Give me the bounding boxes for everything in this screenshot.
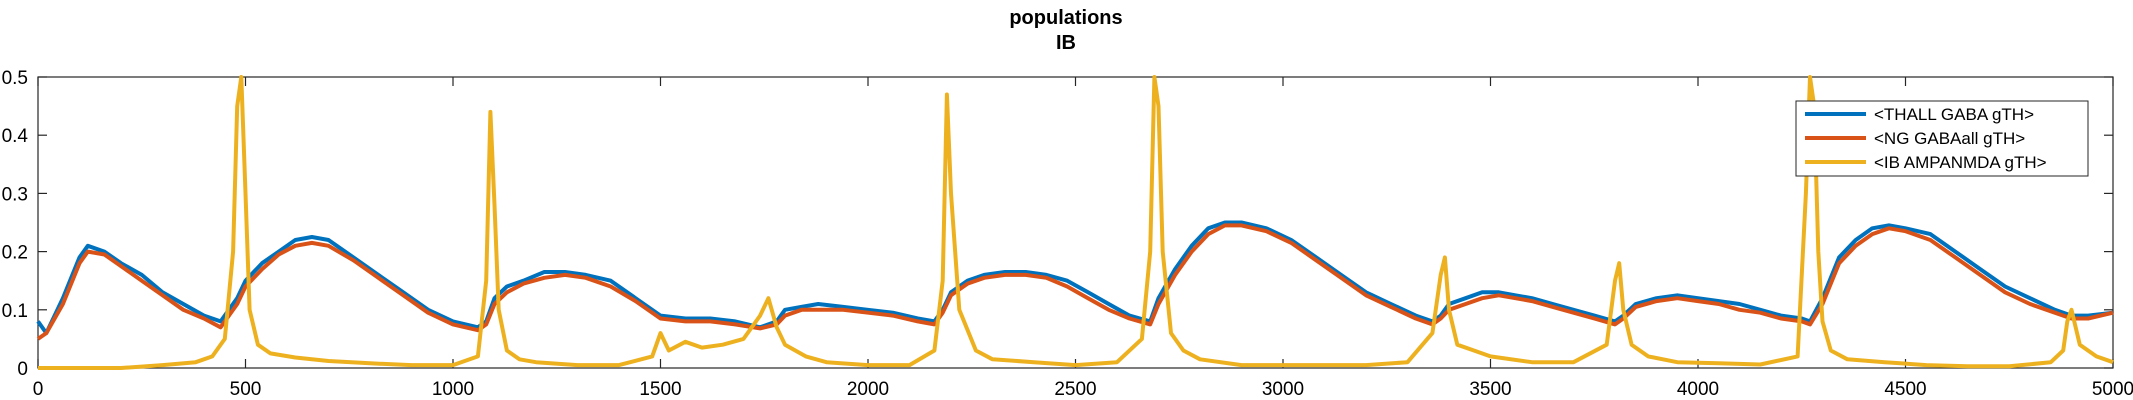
y-tick-label: 0.5 bbox=[2, 68, 28, 89]
x-tick-label: 3000 bbox=[1262, 379, 1304, 400]
x-tick-label: 3500 bbox=[1469, 379, 1511, 400]
x-tick-label: 1500 bbox=[639, 379, 681, 400]
y-axis: 0 0.1 0.2 0.3 0.4 0.5 bbox=[2, 68, 2113, 380]
y-tick-label: 0.4 bbox=[2, 126, 29, 147]
x-tick-label: 4000 bbox=[1677, 379, 1719, 400]
series-line-2 bbox=[38, 75, 2114, 370]
legend-label-0: <THALL GABA gTH> bbox=[1874, 105, 2034, 124]
chart-title-line-1: populations bbox=[1009, 7, 1122, 29]
axes-box bbox=[37, 76, 2114, 369]
plot-area bbox=[37, 76, 2114, 369]
legend-label-2: <IB AMPANMDA gTH> bbox=[1874, 153, 2047, 172]
y-tick-label: 0.1 bbox=[2, 301, 28, 322]
x-tick-label: 0 bbox=[33, 379, 44, 400]
series-line-1 bbox=[36, 223, 2114, 341]
legend: <THALL GABA gTH> <NG GABAall gTH> <IB AMPA… bbox=[1795, 100, 2089, 177]
x-tick-label: 2500 bbox=[1054, 379, 1096, 400]
x-tick-label: 500 bbox=[230, 379, 262, 400]
series-line-0 bbox=[36, 220, 2114, 336]
x-tick-label: 2000 bbox=[847, 379, 889, 400]
x-tick-label: 5000 bbox=[2092, 379, 2133, 400]
x-tick-label: 1000 bbox=[432, 379, 474, 400]
legend-label-1: <NG GABAall gTH> bbox=[1874, 129, 2025, 148]
chart-title-line-2: IB bbox=[1056, 32, 1076, 54]
series-layer bbox=[36, 75, 2114, 370]
x-axis: 0 500 1000 1500 2000 2500 3000 3500 4000 4500 5000 bbox=[33, 77, 2133, 400]
y-tick-label: 0 bbox=[17, 359, 28, 380]
x-tick-label: 4500 bbox=[1884, 379, 1926, 400]
y-tick-label: 0.3 bbox=[2, 184, 28, 205]
y-tick-label: 0.2 bbox=[2, 243, 28, 264]
